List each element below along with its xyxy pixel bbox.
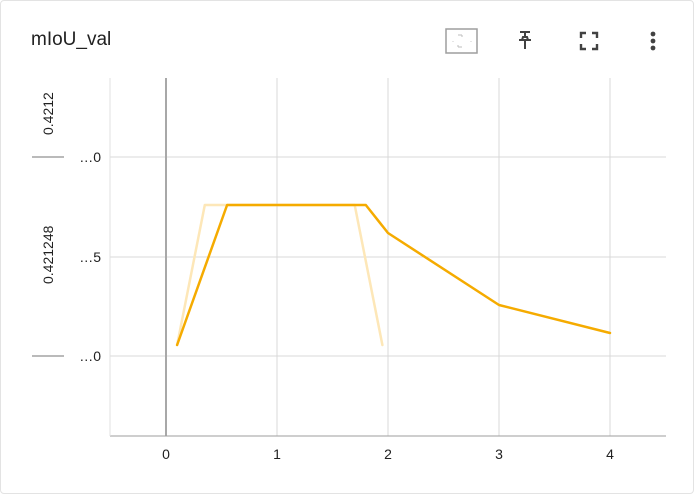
fullscreen-icon	[579, 31, 599, 51]
x-tick-label: 4	[606, 446, 614, 462]
more-options-button[interactable]	[635, 23, 671, 59]
x-tick-label: 0	[162, 446, 170, 462]
y-axis-fragment-label: 0.4212	[40, 92, 56, 135]
pin-button[interactable]	[507, 23, 543, 59]
pin-icon	[519, 31, 531, 49]
x-tick-label: 3	[495, 446, 503, 462]
raw-series-line	[175, 203, 384, 347]
y-tick-label: …0	[79, 149, 101, 165]
fit-to-domain-button[interactable]	[444, 23, 480, 59]
more-vert-icon	[650, 31, 656, 51]
fullscreen-button[interactable]	[571, 23, 607, 59]
y-axis-fragment-label: 0.421248	[40, 225, 56, 284]
y-tick-label: …5	[79, 249, 101, 265]
fit-to-domain-icon	[445, 28, 478, 54]
y-tick-label: …0	[79, 348, 101, 364]
x-tick-label: 2	[384, 446, 392, 462]
x-tick-label: 1	[273, 446, 281, 462]
smoothed-series-line	[175, 203, 612, 347]
card-title: mIoU_val	[31, 29, 112, 50]
